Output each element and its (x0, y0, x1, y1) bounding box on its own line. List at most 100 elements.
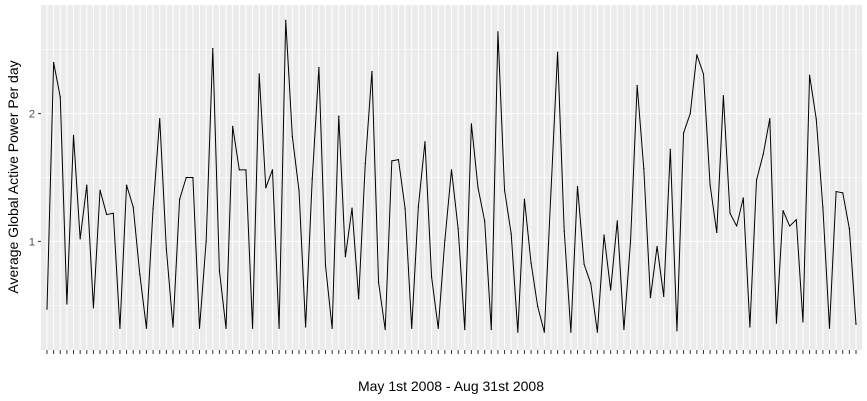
data-point (324, 265, 327, 267)
data-point (590, 282, 592, 285)
data-point (106, 213, 108, 216)
data-point (364, 162, 366, 165)
y-tick-label: 1 (29, 236, 35, 248)
data-point (550, 190, 552, 193)
data-point (722, 95, 724, 97)
data-point (112, 212, 114, 214)
data-point (92, 307, 95, 309)
data-point (298, 189, 300, 191)
data-point (46, 308, 48, 310)
data-point (716, 231, 718, 234)
data-point (649, 297, 652, 299)
data-point (125, 184, 128, 186)
data-point (159, 118, 161, 120)
data-point (351, 207, 353, 209)
data-point (563, 230, 565, 232)
data-point (371, 70, 373, 73)
data-point (523, 198, 526, 200)
data-point (596, 331, 598, 333)
data-point (470, 123, 472, 125)
data-point (66, 303, 68, 305)
grid-major (41, 5, 862, 350)
data-point (616, 220, 618, 222)
data-point (417, 206, 419, 208)
data-point (53, 61, 55, 64)
data-point (689, 113, 691, 115)
y-axis: 12 (29, 109, 41, 248)
data-point (808, 74, 811, 76)
data-point (172, 326, 174, 328)
data-point (72, 134, 75, 136)
data-point (848, 228, 850, 230)
data-point (543, 331, 545, 333)
data-point (278, 327, 280, 329)
data-point (251, 327, 254, 329)
data-point (391, 160, 393, 162)
data-point (709, 184, 711, 186)
data-point (815, 118, 817, 120)
data-point (769, 118, 771, 120)
data-point (265, 187, 267, 189)
data-point (205, 240, 207, 242)
data-point (663, 295, 665, 297)
data-point (344, 256, 347, 258)
data-point (510, 233, 512, 235)
data-point (789, 225, 791, 227)
data-point (802, 321, 804, 323)
x-axis-title: May 1st 2008 - Aug 31st 2008 (358, 378, 544, 394)
data-point (835, 190, 837, 193)
data-point (225, 327, 227, 329)
data-point (629, 240, 632, 242)
data-point (669, 148, 671, 150)
data-point (384, 328, 386, 331)
data-point (444, 239, 446, 241)
data-point (450, 169, 453, 171)
data-point (603, 234, 605, 236)
data-point (530, 262, 532, 264)
x-axis (46, 350, 857, 354)
data-point (676, 330, 678, 332)
data-point (623, 328, 625, 331)
data-point (318, 67, 320, 69)
data-point (583, 263, 585, 265)
data-point (457, 228, 459, 230)
data-point (119, 327, 121, 329)
data-point (99, 189, 101, 191)
data-point (636, 84, 638, 87)
y-tick-label: 2 (29, 109, 35, 121)
data-point (305, 326, 307, 328)
data-point (258, 73, 260, 75)
data-point (795, 219, 797, 221)
data-point (775, 322, 778, 324)
data-point (232, 125, 234, 127)
data-point (782, 210, 784, 212)
data-point (238, 169, 240, 171)
data-point (570, 331, 572, 333)
data-point (245, 169, 247, 171)
data-point (497, 31, 499, 33)
data-point (749, 326, 751, 328)
data-point (855, 323, 857, 326)
data-point (696, 54, 698, 56)
data-point (132, 206, 134, 208)
data-point (165, 248, 167, 250)
data-point (484, 220, 486, 222)
data-point (828, 327, 831, 329)
data-point (464, 328, 466, 331)
data-point (79, 238, 81, 240)
data-point (59, 96, 61, 98)
data-point (145, 327, 148, 329)
data-point (490, 328, 492, 331)
data-point (702, 73, 705, 75)
data-point (610, 289, 612, 291)
data-point (729, 212, 731, 214)
data-point (656, 245, 658, 248)
data-point (377, 281, 380, 283)
data-point (152, 207, 154, 209)
data-point (218, 270, 221, 272)
data-point (517, 331, 519, 333)
data-point (842, 192, 844, 194)
data-point (762, 153, 764, 156)
data-point (742, 197, 744, 199)
